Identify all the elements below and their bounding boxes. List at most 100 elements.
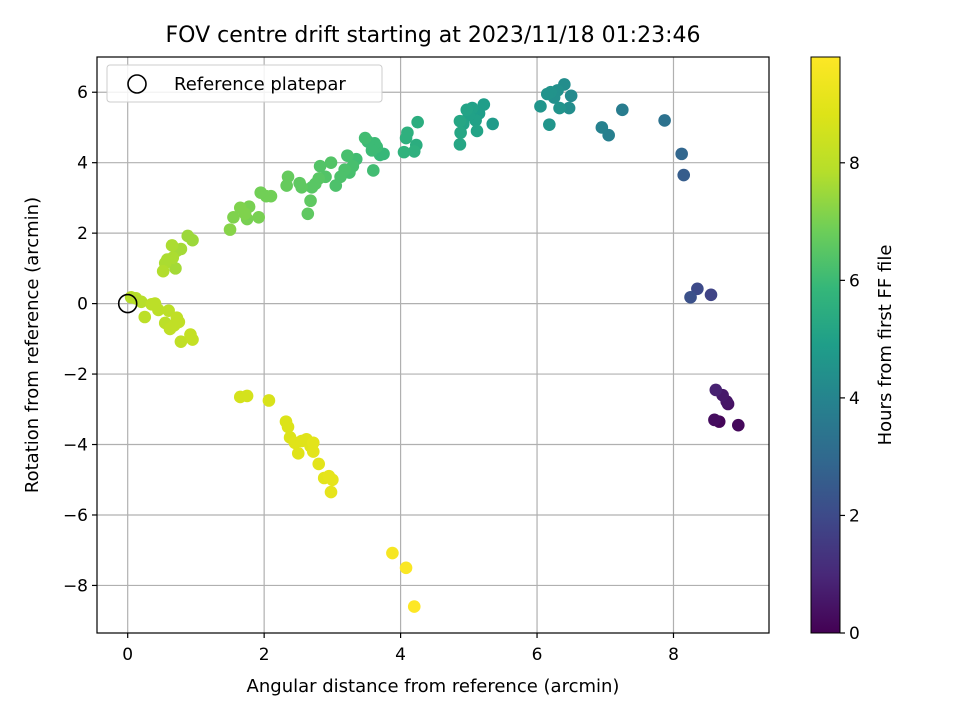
y-axis-label: Rotation from reference (arcmin) <box>22 197 43 493</box>
plot-frame <box>96 56 770 634</box>
data-point <box>324 485 338 499</box>
y-tick-label: −8 <box>63 576 88 596</box>
x-tick-label: 6 <box>532 645 543 665</box>
legend-reference-marker <box>127 74 147 94</box>
data-point <box>169 262 182 275</box>
x-tick-label: 4 <box>395 645 406 665</box>
data-point <box>486 117 499 131</box>
data-point <box>658 114 671 127</box>
x-tick-label: 8 <box>668 645 679 665</box>
data-point <box>240 389 254 403</box>
reference-platepar-marker <box>117 293 138 314</box>
data-point <box>543 118 556 131</box>
data-point <box>386 546 399 560</box>
data-point <box>135 295 148 309</box>
colorbar-tick-label: 6 <box>849 271 860 291</box>
data-point <box>152 303 165 317</box>
colorbar-tick-label: 2 <box>849 506 860 526</box>
data-point <box>562 101 576 115</box>
data-point <box>280 179 293 192</box>
y-tick-label: 0 <box>77 295 88 315</box>
data-point <box>233 201 247 215</box>
data-point <box>312 457 326 471</box>
y-tick-label: 6 <box>77 83 88 103</box>
data-point <box>301 207 315 221</box>
data-point <box>367 164 380 177</box>
data-point <box>470 124 484 138</box>
data-point <box>399 131 413 145</box>
data-point <box>313 159 327 173</box>
data-point <box>291 447 305 460</box>
data-point <box>677 168 691 182</box>
data-markers <box>124 78 745 613</box>
x-tick-label: 0 <box>122 645 133 665</box>
x-axis: 0 2 4 6 8 <box>122 633 679 665</box>
plot-area: Reference platepar <box>96 56 770 634</box>
x-tick-label: 2 <box>259 645 270 665</box>
legend-label-reference: Reference platepar <box>174 74 346 95</box>
data-point <box>252 210 265 224</box>
data-point <box>691 282 704 296</box>
y-tick-label: −2 <box>63 365 88 385</box>
data-point <box>540 87 554 101</box>
data-point <box>358 131 372 145</box>
data-point <box>708 413 721 427</box>
data-point <box>305 181 319 194</box>
data-point <box>172 315 186 329</box>
data-point <box>595 121 609 134</box>
data-point <box>304 194 317 208</box>
x-axis-label: Angular distance from reference (arcmin) <box>247 676 620 697</box>
data-point <box>138 310 152 324</box>
colorbar-tick-label: 8 <box>849 154 860 174</box>
data-point <box>156 264 170 278</box>
y-tick-label: 2 <box>77 224 88 244</box>
data-point <box>341 149 354 162</box>
data-point <box>397 145 411 159</box>
data-point <box>162 304 175 317</box>
data-point <box>306 436 320 450</box>
data-point <box>564 89 578 103</box>
data-point <box>731 418 745 432</box>
data-point <box>326 473 339 487</box>
data-point <box>186 333 199 346</box>
data-point <box>254 186 268 199</box>
data-point <box>324 156 338 169</box>
data-point <box>329 179 343 192</box>
data-point <box>306 445 320 458</box>
data-point <box>407 145 421 158</box>
colorbar-gradient <box>810 56 841 634</box>
y-axis: −8 −6 −4 −2 0 2 4 6 <box>63 83 97 596</box>
colorbar-tick-label: 4 <box>849 389 860 409</box>
data-point <box>704 288 718 302</box>
colorbar: 0 2 4 6 8 Hours from first FF file <box>810 56 896 644</box>
data-point <box>709 383 723 397</box>
data-point <box>165 239 179 252</box>
data-point <box>675 147 688 161</box>
data-point <box>454 126 467 140</box>
data-point <box>281 420 295 434</box>
legend-box <box>106 64 383 103</box>
data-point <box>262 394 276 407</box>
data-point <box>399 561 413 575</box>
y-tick-label: −6 <box>63 506 88 526</box>
colorbar-tick-label: 0 <box>849 624 860 644</box>
data-point <box>407 600 421 613</box>
data-point <box>453 114 467 128</box>
data-point <box>293 176 306 190</box>
data-point <box>616 103 629 117</box>
data-point <box>684 290 697 304</box>
data-point <box>223 223 237 236</box>
data-point <box>453 138 467 151</box>
data-point <box>174 335 188 348</box>
data-point <box>181 229 195 243</box>
chart-title: FOV centre drift starting at 2023/11/18 … <box>166 23 701 48</box>
colorbar-label: Hours from first FF file <box>875 245 896 446</box>
colorbar-ticks: 0 2 4 6 8 <box>840 154 860 644</box>
legend: Reference platepar <box>106 64 383 103</box>
data-point <box>411 115 424 129</box>
y-tick-label: −4 <box>63 436 88 456</box>
plot-background <box>97 57 769 633</box>
data-point <box>553 101 566 115</box>
y-tick-label: 4 <box>77 154 88 174</box>
data-point <box>460 103 474 117</box>
